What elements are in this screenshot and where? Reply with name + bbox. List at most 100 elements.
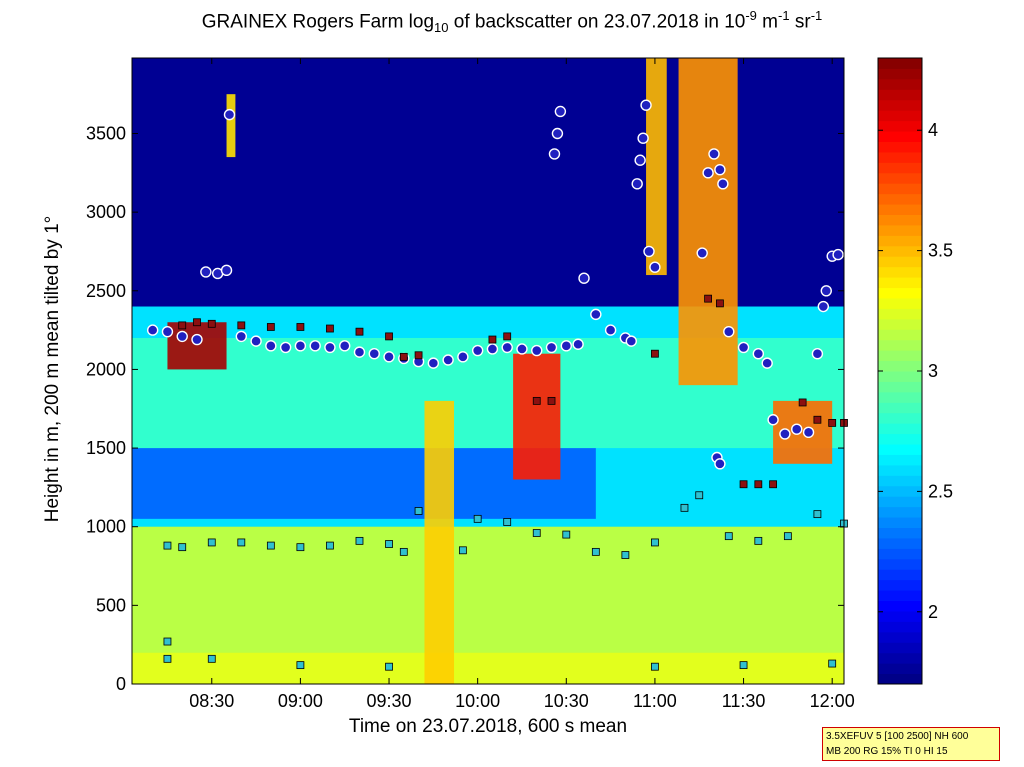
data-point (294, 340, 307, 352)
data-point (560, 340, 572, 352)
colorbar-segment (878, 203, 922, 215)
data-point (486, 343, 499, 355)
colorbar-segment (878, 662, 922, 675)
y-axis: 0 500 1000 1500 2000 2500 3000 3500 (86, 123, 844, 694)
data-point (551, 127, 564, 140)
colorbar-segment (878, 568, 922, 581)
data-point (651, 662, 659, 671)
data-point (791, 423, 803, 435)
y-tick-label: 2500 (86, 281, 126, 301)
colorbar-segment (878, 318, 922, 330)
data-point (503, 332, 512, 341)
data-point (811, 347, 824, 360)
marker-series-square (178, 294, 848, 489)
data-point (532, 529, 541, 537)
colorbar-segment (878, 652, 922, 664)
chart-title: GRAINEX Rogers Farm log10 of backscatter… (201, 8, 823, 36)
data-point (235, 330, 248, 343)
data-point (457, 351, 469, 363)
data-point (562, 530, 571, 539)
x-axis: 08:30 09:00 09:30 10:00 10:30 11:00 11:30 12:00 (189, 58, 855, 711)
colorbar-segment (878, 610, 922, 622)
data-point (832, 248, 844, 261)
y-tick-label: 0 (116, 674, 126, 694)
x-tick-label: 11:00 (633, 691, 677, 711)
data-point (716, 299, 724, 308)
colorbar-segment (878, 412, 922, 424)
colorbar-segment (878, 245, 922, 257)
data-point (752, 347, 765, 360)
data-point (309, 340, 321, 352)
colorbar-segment (878, 57, 922, 69)
data-point (714, 458, 726, 470)
colorbar-tick-label: 2 (928, 602, 938, 622)
colorbar-segment (878, 537, 922, 549)
data-point (266, 541, 275, 550)
data-point (296, 543, 305, 552)
data-point (207, 538, 216, 547)
data-point (200, 266, 212, 278)
colorbar-segment (878, 78, 922, 90)
y-axis-label: Height in m, 200 m mean tilted by 1° (42, 215, 63, 523)
colorbar-segment (878, 391, 922, 403)
field-region (132, 526, 844, 653)
data-point (817, 300, 830, 313)
data-point (651, 538, 659, 547)
colorbar-segment (878, 339, 922, 351)
data-point (473, 514, 482, 523)
colorbar-tick-label: 2.5 (928, 481, 953, 501)
data-point (548, 148, 561, 160)
data-point (828, 659, 837, 668)
colorbar-segment (878, 172, 922, 184)
data-point (591, 547, 600, 556)
marker-series-circle (146, 99, 844, 470)
data-point (488, 335, 497, 344)
y-tick-label: 1000 (86, 517, 126, 537)
data-point (427, 357, 440, 369)
data-point (220, 264, 233, 277)
data-point (279, 341, 292, 354)
data-point (414, 351, 423, 360)
data-point (163, 654, 172, 663)
data-point (769, 480, 777, 489)
colorbar-segment (878, 380, 922, 393)
data-point (178, 543, 187, 552)
colorbar-segment (878, 464, 922, 476)
colorbar-segment (878, 255, 922, 268)
field-region (132, 652, 844, 684)
data-point (207, 654, 216, 663)
data-point (385, 332, 393, 341)
colorbar-segment (878, 558, 922, 570)
data-point (176, 330, 188, 343)
colorbar-segment (878, 474, 922, 487)
data-point (355, 536, 364, 545)
data-point (458, 546, 467, 555)
data-point (578, 272, 590, 284)
data-point (737, 341, 750, 354)
data-point (161, 325, 174, 338)
colorbar-segment (878, 673, 922, 685)
data-point (531, 344, 543, 357)
processing-info-box: 3.5XEFUV 5 [100 2500] NH 600 MB 200 RG 1… (822, 727, 1000, 761)
data-point (399, 352, 408, 361)
colorbar-segment (878, 516, 922, 528)
colorbar-segment (878, 140, 922, 153)
data-point (501, 341, 513, 354)
data-point (385, 662, 393, 671)
data-point (572, 338, 584, 350)
colorbar-segment (878, 297, 922, 309)
marker-series-square (163, 491, 848, 671)
data-point (383, 351, 395, 363)
colorbar-segment (878, 120, 922, 132)
info-line-1: 3.5XEFUV 5 [100 2500] NH 600 (826, 731, 969, 742)
colorbar-segment (878, 182, 922, 195)
data-point (193, 318, 201, 327)
colorbar-segment (878, 224, 922, 236)
colorbar-segment (878, 641, 922, 654)
colorbar-segment (878, 130, 922, 142)
info-line-2: MB 200 RG 15% TI 0 HI 15 (826, 746, 948, 757)
colorbar-segment (878, 193, 922, 205)
data-point (368, 347, 380, 360)
x-tick-label: 11:30 (722, 691, 766, 711)
